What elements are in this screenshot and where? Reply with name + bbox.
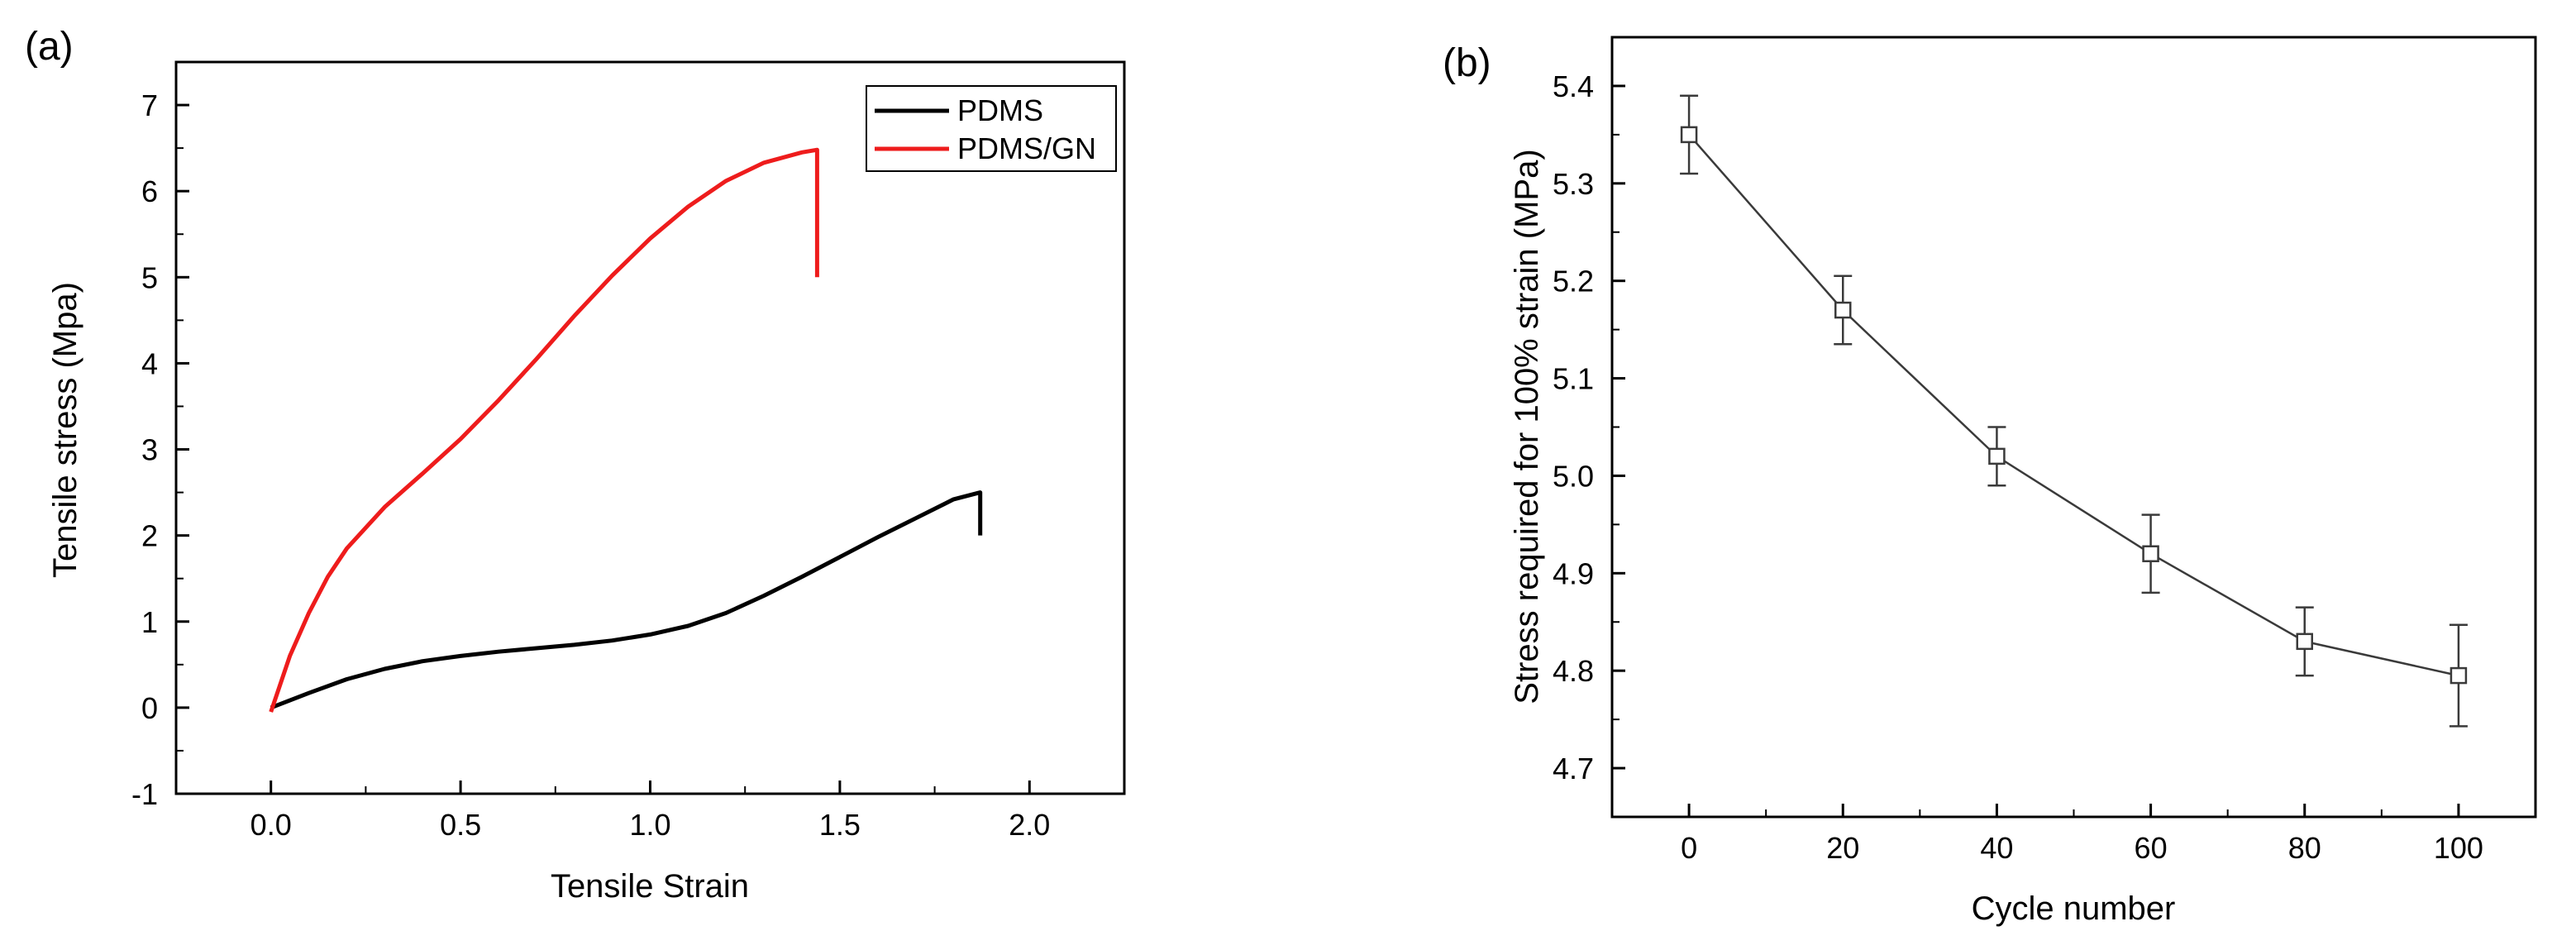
series-line-pdms [270, 490, 983, 710]
chart-b-x-tick-label: 20 [1826, 831, 1859, 865]
data-point-marker [1988, 447, 2006, 465]
data-point-marker [1834, 301, 1852, 319]
chart-a-y-tick-label: 3 [141, 433, 158, 467]
chart-b-y-tick-label: 5.3 [1553, 167, 1594, 201]
chart-b-x-tick-label: 40 [1980, 831, 2013, 865]
chart-a-x-tick-label: 2.0 [1009, 808, 1050, 842]
chart-a-y-tick-label: 0 [141, 691, 158, 725]
chart-a-x-tick-label: 0.0 [250, 808, 292, 842]
chart-a-x-tick-label: 1.0 [629, 808, 670, 842]
chart-a: 0.0 0.5 1.0 1.5 2.0 -1 0 1 2 3 4 5 6 7 Tensile Strain… [47, 60, 1126, 905]
chart-a-y-tick-label: -1 [131, 777, 158, 811]
legend-box [866, 85, 1117, 172]
chart-b-y-tick-label: 5.2 [1553, 265, 1594, 298]
chart-a-x-tick-label: 0.5 [440, 808, 481, 842]
chart-b-x-tick-label: 100 [2434, 831, 2483, 865]
chart-a-y-tick-label: 4 [141, 346, 158, 380]
chart-b-y-tick-label: 4.8 [1553, 654, 1594, 688]
chart-a-y-axis-label: Tensile stress (Mpa) [47, 282, 83, 578]
chart-b-x-tick-label: 0 [1681, 831, 1697, 865]
data-point-marker [2296, 633, 2313, 651]
panel-a-label: (a) [25, 25, 74, 69]
chart-b-y-tick-label: 4.9 [1553, 556, 1594, 590]
chart-b-y-tick-label: 4.7 [1553, 752, 1594, 785]
chart-a-x-tick-label: 1.5 [819, 808, 861, 842]
data-point-marker [1680, 126, 1698, 144]
chart-a-legend: PDMS PDMS/GN [866, 85, 1117, 172]
data-point-marker [2142, 545, 2159, 562]
legend-label-pdms-gn: PDMS/GN [957, 131, 1096, 165]
chart-b-y-tick-label: 5.0 [1553, 459, 1594, 493]
chart-b-y-tick-label: 5.4 [1553, 69, 1594, 103]
series-line-stress [1688, 134, 2459, 677]
chart-b-x-tick-label: 60 [2135, 831, 2168, 865]
chart-a-y-tick-label: 1 [141, 605, 158, 639]
chart-a-y-tick-label: 7 [141, 88, 158, 122]
panel-b-label: (b) [1443, 41, 1491, 85]
chart-b: 0 20 40 60 80 100 4.7 4.8 4.9 5.0 5.1 5.2 5.3 5.4 Cyc… [1509, 36, 2537, 927]
chart-b-x-tick-label: 80 [2288, 831, 2321, 865]
chart-b-y-tick-label: 5.1 [1553, 362, 1594, 396]
chart-a-x-axis-label: Tensile Strain [551, 868, 749, 905]
chart-a-y-tick-label: 6 [141, 174, 158, 208]
chart-a-y-tick-label: 5 [141, 260, 158, 294]
chart-b-y-axis-label: Stress required for 100% strain (MPa) [1509, 149, 1545, 704]
data-point-marker [2450, 666, 2468, 685]
chart-b-frame [1610, 36, 2537, 819]
chart-b-x-axis-label: Cycle number [1972, 890, 2176, 927]
legend-label-pdms: PDMS [957, 93, 1043, 127]
chart-a-y-tick-label: 2 [141, 519, 158, 553]
series-line-pdms-gn [269, 147, 819, 713]
